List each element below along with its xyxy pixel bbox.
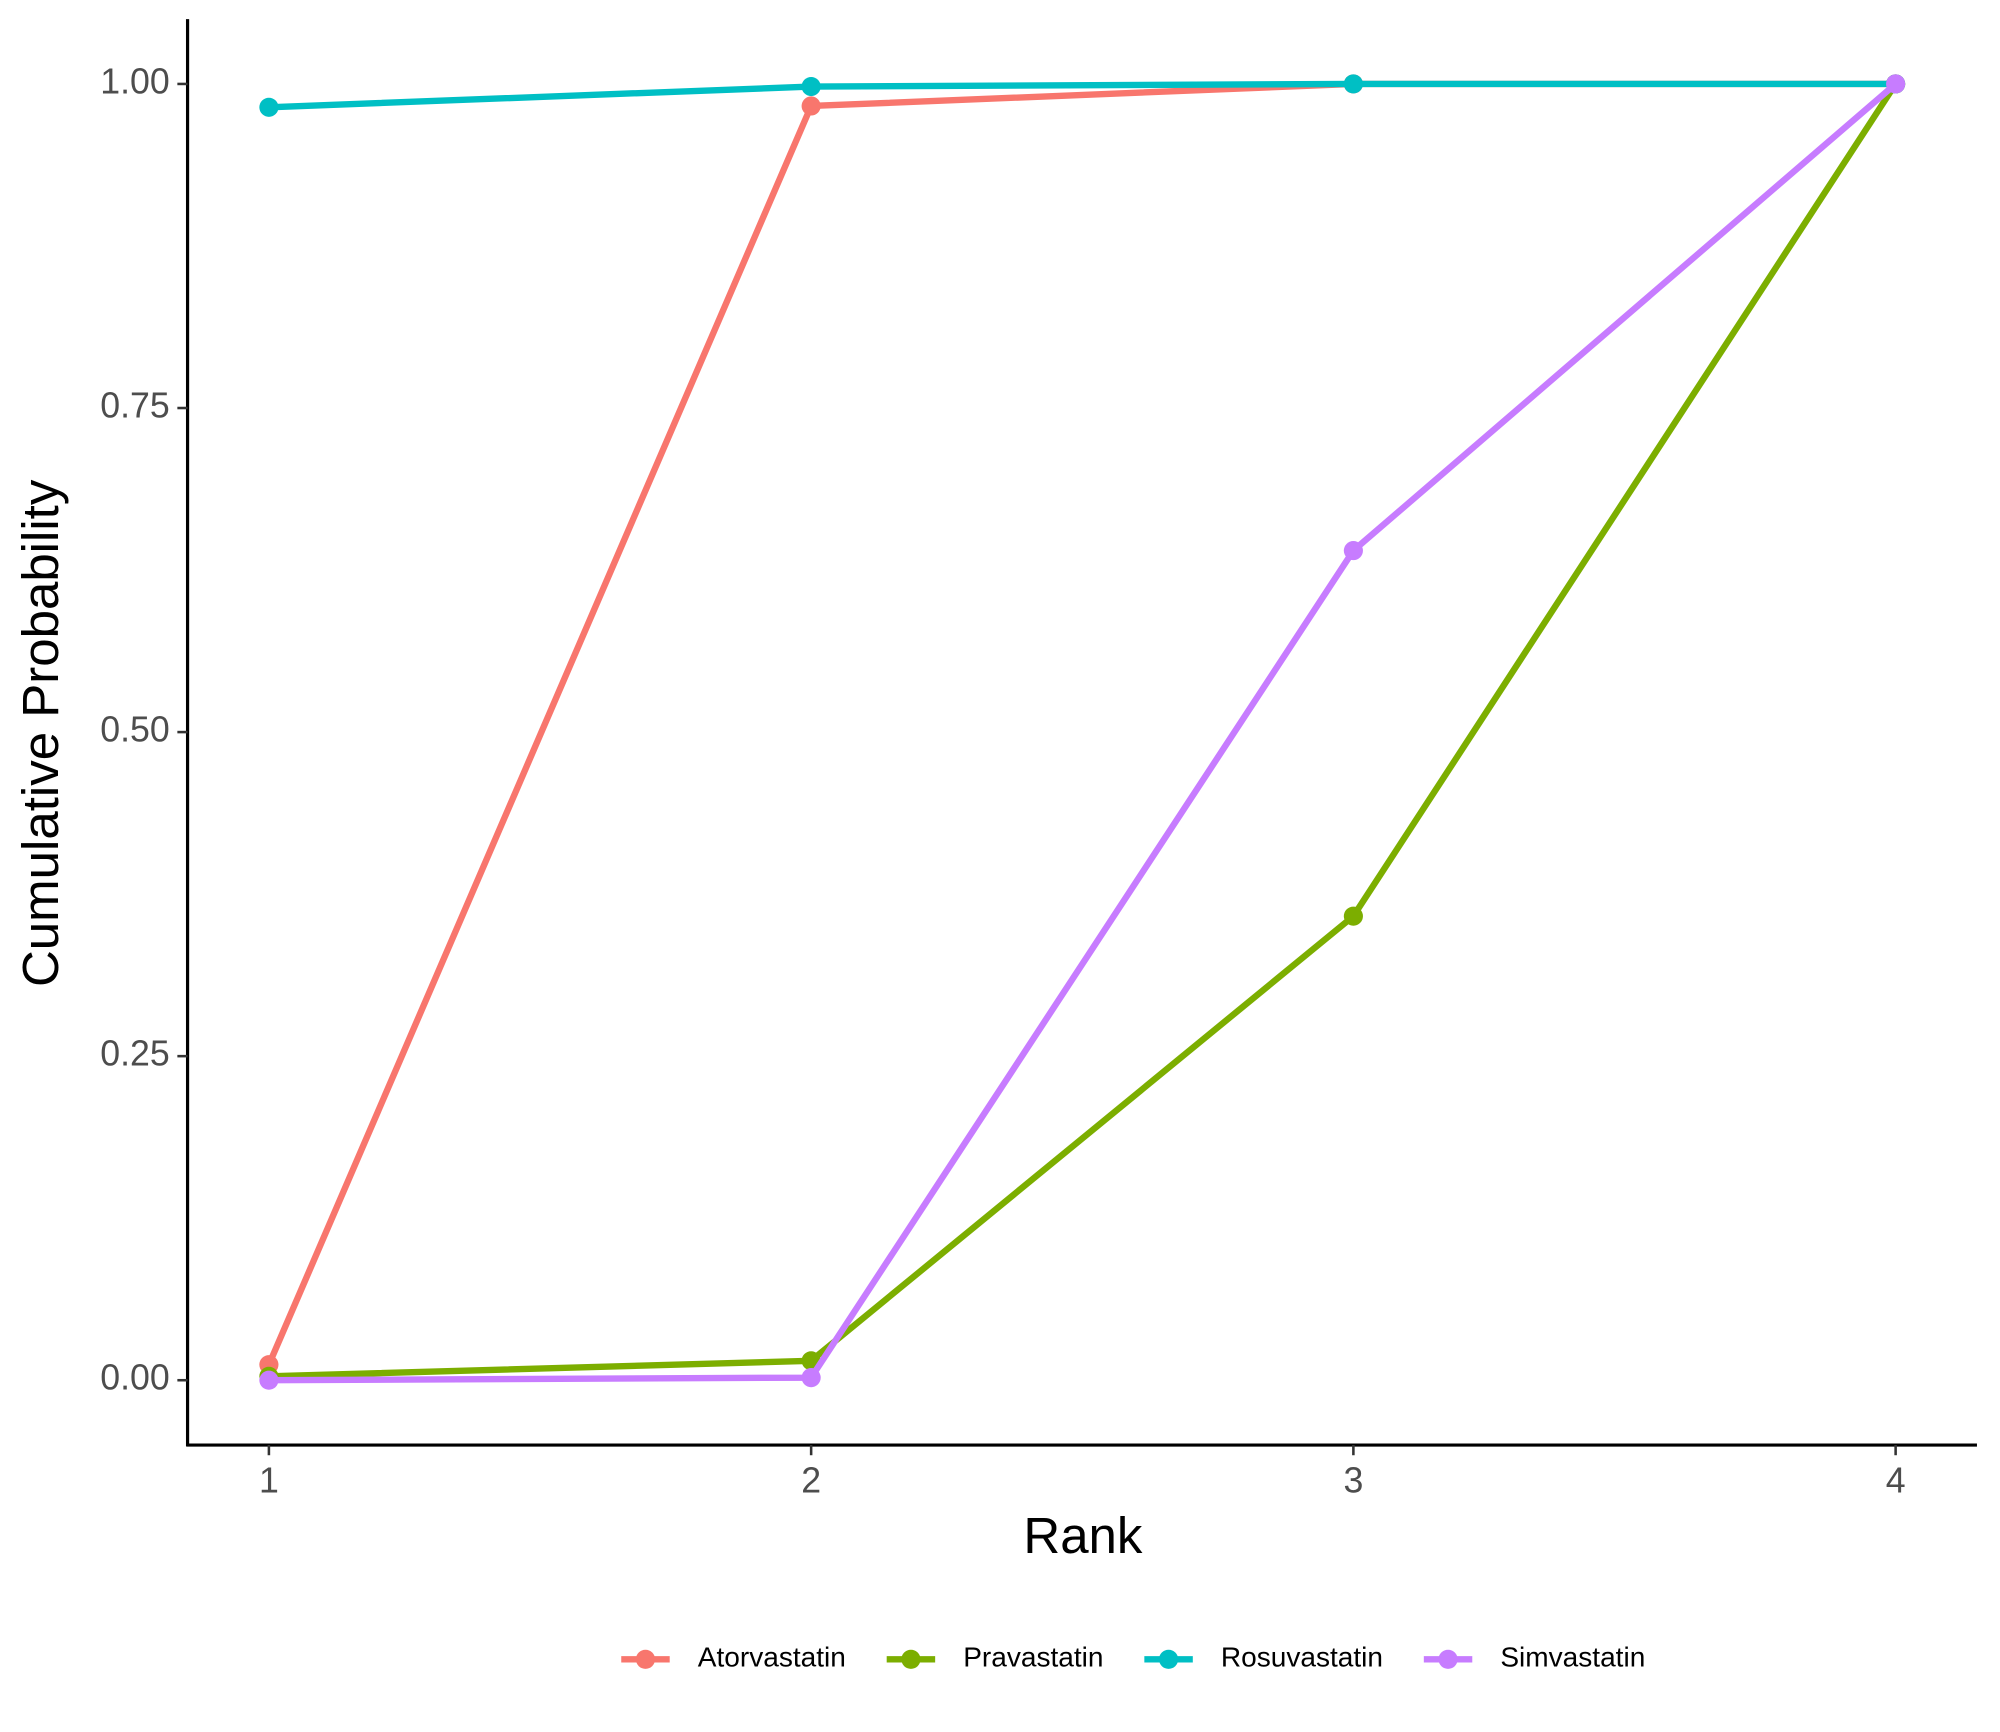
- legend-label: Rosuvastatin: [1221, 1642, 1383, 1673]
- y-axis-title: Cumulative Probability: [12, 479, 69, 987]
- legend-key-dot: [1438, 1649, 1458, 1669]
- y-tick-label: 0.75: [100, 385, 169, 425]
- legend-label: Simvastatin: [1500, 1642, 1645, 1673]
- x-tick-label: 1: [259, 1461, 279, 1501]
- legend-label: Atorvastatin: [698, 1642, 846, 1673]
- series-line: [265, 80, 1896, 1366]
- series-line: [268, 82, 1899, 1380]
- legend-key-dot: [1159, 1649, 1179, 1669]
- data-point: [801, 76, 821, 97]
- legend-key-dot: [901, 1649, 921, 1669]
- data-point: [801, 1368, 821, 1388]
- data-point: [1343, 906, 1363, 926]
- data-point: [259, 1370, 279, 1390]
- x-tick-label: 2: [801, 1461, 821, 1501]
- y-tick-label: 0.25: [100, 1034, 169, 1074]
- data-point: [1343, 74, 1363, 94]
- x-tick-label: 3: [1343, 1461, 1363, 1501]
- data-point: [801, 96, 821, 116]
- series-line: [268, 81, 1898, 1384]
- y-tick-label: 0.50: [100, 710, 169, 750]
- legend-key-dot: [635, 1649, 656, 1669]
- legend-label: Pravastatin: [963, 1642, 1103, 1673]
- series-line: [268, 80, 1896, 111]
- data-point: [1343, 541, 1363, 561]
- y-tick-label: 1.00: [100, 61, 169, 101]
- y-tick-label: 0.00: [100, 1358, 169, 1398]
- x-tick-label: 4: [1886, 1461, 1906, 1501]
- data-point: [1886, 74, 1906, 94]
- data-point: [259, 97, 279, 117]
- x-axis-title: Rank: [1023, 1507, 1143, 1564]
